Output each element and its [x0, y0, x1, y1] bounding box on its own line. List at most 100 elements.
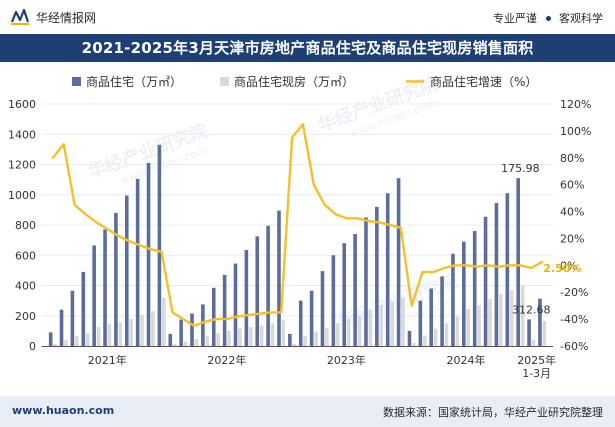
y-right-tick-label: 120% [560, 98, 591, 111]
bar-completed-residential [151, 311, 155, 346]
bar-residential [440, 276, 444, 346]
y-right-tick-label: 20% [560, 232, 584, 245]
bar-completed-residential [96, 327, 101, 346]
y-left-tick-label: 1600 [8, 98, 36, 111]
legend-swatch [72, 77, 81, 86]
bar-completed-residential [455, 316, 460, 346]
tagline: 专业严谨 客观科学 [493, 10, 603, 26]
y-left-tick-label: 400 [15, 280, 36, 293]
x-tick-label: 2021年 [88, 353, 127, 367]
bar-residential [277, 210, 281, 346]
y-left-tick-label: 1400 [8, 128, 36, 141]
bar-residential [266, 225, 270, 346]
bar-completed-residential [216, 333, 220, 346]
bar-completed-residential [107, 324, 112, 346]
bar-residential [114, 212, 118, 346]
bar-residential [342, 243, 347, 346]
bar-completed-residential [64, 339, 68, 346]
y-right-tick-label: -60% [560, 340, 588, 353]
x-tick-label: 2024年 [447, 353, 486, 367]
bar-completed-residential [379, 305, 384, 346]
bar-completed-residential [205, 336, 210, 346]
bar-residential [516, 178, 520, 346]
bar-completed-residential [509, 290, 514, 346]
bar-completed-residential [531, 339, 536, 346]
watermark-layer: 华经产业研究院www.huaon.com华经产业研究院www.huaon.com… [85, 72, 461, 336]
bar-residential [81, 271, 86, 346]
y-right-tick-label: 0% [560, 259, 577, 272]
line-layer [51, 123, 544, 327]
tagline-right: 客观科学 [559, 12, 603, 25]
bar-layer [48, 144, 547, 346]
bar-completed-residential [444, 323, 449, 346]
legend-label: 商品住宅现房（万㎡） [234, 74, 354, 89]
bar-completed-residential [194, 339, 199, 346]
bar-residential [190, 313, 194, 346]
y-left-tick-label: 800 [15, 219, 36, 232]
bar-completed-residential [53, 343, 57, 346]
bar-residential [483, 216, 488, 346]
growth-rate-line [51, 123, 544, 327]
bar-completed-residential [129, 318, 133, 346]
footer-bar: www.huaon.com 数据来源：国家统计局，华经产业研究院整理 [0, 396, 615, 427]
bar-residential [375, 206, 379, 346]
bar-residential [233, 263, 238, 346]
bar-residential [157, 144, 162, 346]
bar-completed-residential [140, 314, 144, 346]
bar-residential [103, 229, 107, 346]
bullet-dot-icon [545, 16, 551, 21]
bar-residential [201, 304, 205, 346]
bar-completed-residential [75, 336, 79, 346]
combo-chart: 华经产业研究院www.huaon.com华经产业研究院www.huaon.com… [8, 72, 591, 380]
brand[interactable]: 华经情报网 [10, 8, 96, 26]
y-left-tick-label: 1200 [8, 159, 36, 172]
bar-completed-residential [248, 327, 253, 346]
chart-title: 2021-2025年3月天津市房地产商品住宅及商品住宅现房销售面积 [0, 34, 615, 62]
brand-name: 华经情报网 [36, 10, 97, 25]
bar-residential [472, 231, 477, 346]
data-label: 312.68 [512, 303, 551, 316]
bar-completed-residential [292, 343, 297, 346]
bar-completed-residential [499, 293, 503, 346]
data-source: 数据来源：国家统计局，华经产业研究院整理 [383, 406, 603, 419]
bar-residential [527, 319, 531, 346]
bar-completed-residential [314, 331, 318, 346]
bar-completed-residential [477, 305, 481, 346]
data-labels: 175.98 312.68 2.50% [501, 162, 581, 316]
bar-completed-residential [270, 323, 275, 346]
bar-completed-residential [401, 297, 405, 346]
bar-completed-residential [357, 315, 362, 346]
y-right-tick-label: -20% [560, 286, 588, 299]
bar-residential [407, 330, 412, 346]
y-left-tick-label: 200 [15, 310, 36, 323]
bar-residential [451, 253, 455, 346]
bar-completed-residential [412, 342, 416, 346]
bar-completed-residential [542, 321, 547, 346]
bar-completed-residential [161, 297, 166, 346]
bar-residential [364, 217, 368, 346]
bar-completed-residential [390, 301, 394, 346]
bar-completed-residential [183, 341, 188, 346]
bar-completed-residential [118, 322, 123, 346]
bar-completed-residential [335, 323, 340, 346]
bar-residential [179, 319, 183, 346]
y-left-tick-label: 600 [15, 249, 36, 262]
axis-layer: 0 200 400 600 800 1000 1200 1400 1600 -60% -40% -20… [8, 98, 591, 380]
bar-completed-residential [422, 335, 427, 346]
bar-residential [168, 333, 173, 346]
bar-residential [538, 298, 542, 346]
y-right-tick-label: 100% [560, 125, 591, 138]
bar-residential [353, 234, 357, 346]
data-label: 2.50% [543, 262, 581, 275]
data-label: 175.98 [501, 162, 540, 175]
website-link[interactable]: www.huaon.com [12, 404, 115, 417]
y-right-tick-label: 80% [560, 152, 584, 165]
bar-completed-residential [172, 343, 177, 346]
bar-residential [429, 288, 434, 346]
bar-completed-residential [433, 328, 438, 346]
bar-residential [462, 241, 466, 346]
bar-residential [146, 162, 151, 346]
bar-completed-residential [520, 285, 525, 346]
y-right-tick-label: 60% [560, 179, 584, 192]
bar-residential [48, 332, 53, 346]
